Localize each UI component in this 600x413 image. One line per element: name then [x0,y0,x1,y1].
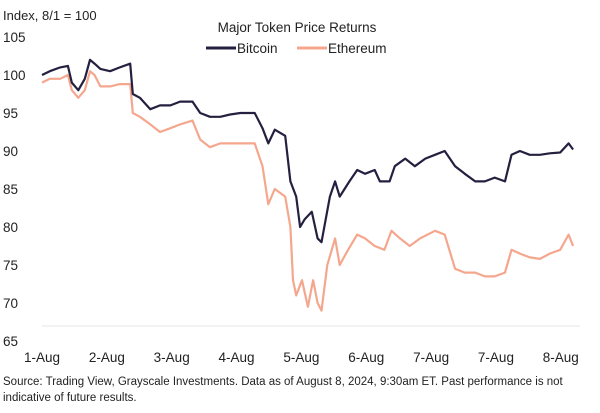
y-tick-label: 90 [3,144,18,159]
x-tick-label: 7-Aug [413,350,449,365]
y-ticks: 65 70 75 80 85 90 95 100 105 [3,30,26,349]
x-tick-label: 1-Aug [24,350,60,365]
legend-label-bitcoin: Bitcoin [237,41,278,56]
y-tick-label: 100 [3,68,26,83]
series-line-bitcoin [41,58,574,244]
x-tick-label: 5-Aug [283,350,319,365]
chart-title: Major Token Price Returns [218,20,377,35]
x-tick-label: 2-Aug [89,350,125,365]
x-tick-label: 6-Aug [348,350,384,365]
x-tick-label: 8-Aug [543,350,579,365]
y-axis-label: Index, 8/1 = 100 [3,8,97,23]
x-tick-label: 7-Aug [478,350,514,365]
x-ticks: 1-Aug 2-Aug 3-Aug 4-Aug 5-Aug 6-Aug 7-Aug 7-Aug… [24,350,579,365]
x-tick-label: 3-Aug [154,350,190,365]
x-tick-label: 4-Aug [219,350,255,365]
y-tick-label: 95 [3,106,18,121]
legend: Bitcoin Ethereum [206,41,387,56]
y-tick-label: 80 [3,220,18,235]
y-tick-label: 105 [3,30,26,45]
y-tick-label: 70 [3,296,18,311]
source-note-2: indicative of future results. [3,392,137,404]
y-tick-label: 75 [3,258,18,273]
series-lines [41,58,575,312]
y-tick-label: 65 [3,334,18,349]
y-tick-label: 85 [3,182,18,197]
legend-label-ethereum: Ethereum [328,41,387,56]
series-line-ethereum [41,70,575,312]
source-note: Source: Trading View, Grayscale Investme… [3,376,563,388]
